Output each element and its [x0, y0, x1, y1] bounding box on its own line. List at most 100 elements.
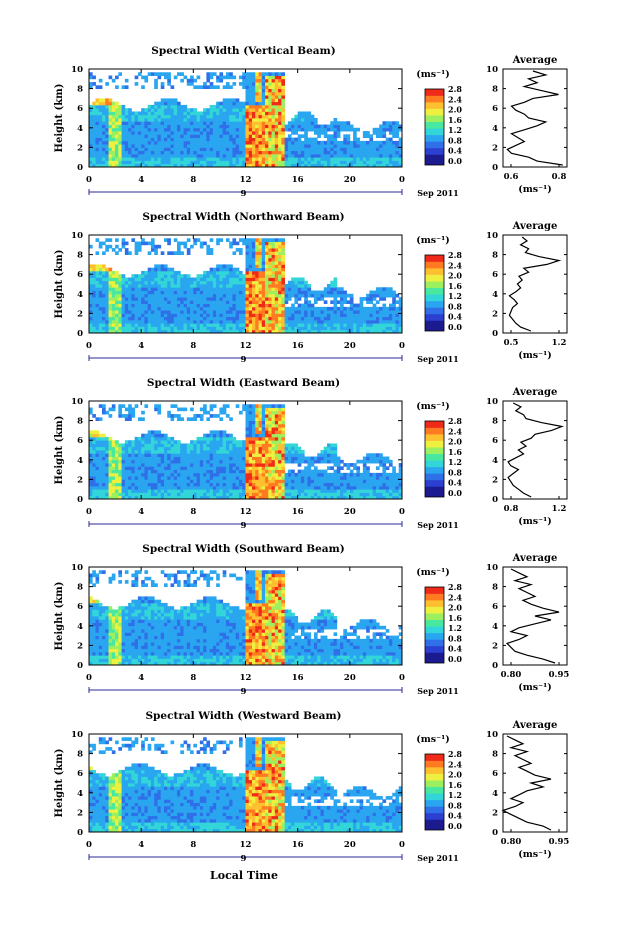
x-tick-label: 0 [399, 175, 405, 185]
colorbar-segment [425, 255, 444, 262]
colorbar-tick-label: 1.6 [448, 281, 462, 291]
colorbar-tick-label: 0.8 [448, 467, 462, 477]
y-tick-label: 10 [71, 231, 83, 241]
y-tick-label: 8 [77, 85, 83, 95]
colorbar-segment [425, 767, 444, 774]
colorbar-tick-label: 1.6 [448, 447, 462, 457]
avg-x-tick-label: 1.2 [552, 338, 567, 348]
x-tick-label: 16 [292, 341, 304, 351]
avg-x-tick-label: 0.80 [501, 837, 522, 847]
x-tick-label: 8 [190, 840, 196, 850]
colorbar-segment [425, 300, 444, 308]
x-tick-label: 4 [138, 341, 144, 351]
x-tick-label: 16 [292, 673, 304, 683]
x-tick-label: 0 [399, 840, 405, 850]
heatmap-cells [89, 238, 403, 334]
colorbar-segment [425, 606, 444, 614]
colorbar-segment [425, 799, 444, 807]
day-label: 9 [241, 355, 247, 365]
x-tick-label: 12 [240, 175, 252, 185]
panel-5: Spectral Width (Westward Beam) 0 2 4 6 8 10 Hei… [54, 710, 569, 864]
avg-y-tick-label: 10 [486, 730, 498, 740]
y-tick-label: 2 [77, 309, 83, 319]
avg-x-tick-label: 1.2 [552, 504, 567, 514]
colorbar-segment [425, 619, 444, 627]
avg-y-tick-label: 4 [492, 290, 498, 300]
colorbar-tick-label: 2.0 [448, 603, 462, 613]
x-tick-label: 20 [344, 673, 356, 683]
x-tick-label: 12 [240, 673, 252, 683]
colorbar-segment [425, 645, 444, 653]
colorbar-tick-label: 0.8 [448, 301, 462, 311]
average-profile-line [506, 70, 563, 166]
date-label: Sep 2011 [417, 686, 459, 696]
x-tick-label: 20 [344, 341, 356, 351]
y-tick-label: 6 [77, 104, 83, 114]
x-tick-label: 12 [240, 341, 252, 351]
avg-y-tick-label: 0 [492, 828, 498, 838]
colorbar-unit: (ms⁻¹) [416, 567, 450, 578]
colorbar-segment [425, 287, 444, 295]
colorbar-segment [425, 652, 444, 660]
colorbar-segment [425, 626, 444, 634]
average-title: Average [512, 221, 558, 232]
colorbar-unit: (ms⁻¹) [416, 734, 450, 745]
avg-y-tick-label: 6 [492, 769, 498, 779]
average-xlabel: (ms⁻¹) [518, 516, 552, 527]
heatmap-cells [89, 404, 403, 500]
colorbar-tick-label: 2.4 [448, 426, 462, 436]
y-tick-label: 4 [77, 456, 83, 466]
avg-y-tick-label: 8 [492, 417, 498, 427]
average-title: Average [512, 720, 558, 731]
colorbar-tick-label: 2.0 [448, 271, 462, 281]
colorbar-tick-label: 1.2 [448, 291, 462, 301]
colorbar-segment [425, 593, 444, 601]
average-title: Average [512, 387, 558, 398]
y-tick-label: 4 [77, 789, 83, 799]
colorbar-segment [425, 268, 444, 275]
x-tick-label: 12 [240, 840, 252, 850]
colorbar-segment [425, 115, 444, 123]
average-profile-line [508, 236, 562, 332]
panel-1: Spectral Width (Vertical Beam) 0 2 4 6 8 10 Hei… [54, 45, 568, 199]
y-tick-label: 0 [77, 495, 83, 505]
avg-y-tick-label: 6 [492, 270, 498, 280]
colorbar-segment [425, 460, 444, 468]
panel-3: Spectral Width (Eastward Beam) 0 2 4 6 8 10 Hei… [54, 377, 568, 531]
y-axis-label: Height (km) [54, 749, 65, 818]
colorbar-tick-label: 0.8 [448, 135, 462, 145]
colorbar-segment [425, 261, 444, 269]
avg-y-tick-label: 0 [492, 661, 498, 671]
colorbar-segment [425, 294, 444, 302]
colorbar-segment [425, 600, 444, 607]
day-label: 9 [241, 687, 247, 697]
panel-title: Spectral Width (Vertical Beam) [151, 45, 335, 57]
colorbar-frame [424, 88, 445, 166]
colorbar-tick-label: 0.8 [448, 633, 462, 643]
colorbar-segment [425, 587, 444, 594]
colorbar-segment [425, 108, 444, 116]
colorbar-segment [425, 473, 444, 481]
colorbar-tick-label: 2.0 [448, 437, 462, 447]
x-tick-label: 4 [138, 840, 144, 850]
avg-x-tick-label: 0.5 [504, 338, 519, 348]
day-label: 9 [241, 854, 247, 864]
colorbar-segment [425, 793, 444, 801]
colorbar-segment [425, 102, 444, 109]
colorbar-segment [425, 486, 444, 494]
avg-x-tick-label: 0.6 [504, 172, 519, 182]
colorbar-frame [424, 254, 445, 332]
avg-y-tick-label: 0 [492, 495, 498, 505]
day-label: 9 [241, 521, 247, 531]
colorbar-tick-label: 1.2 [448, 790, 462, 800]
avg-y-tick-label: 2 [492, 475, 498, 485]
date-label: Sep 2011 [417, 354, 459, 364]
y-tick-label: 8 [77, 583, 83, 593]
colorbar-tick-label: 0.0 [448, 821, 462, 831]
y-tick-label: 4 [77, 290, 83, 300]
y-tick-label: 0 [77, 329, 83, 339]
x-tick-label: 4 [138, 673, 144, 683]
x-tick-label: 4 [138, 175, 144, 185]
day-label: 9 [241, 189, 247, 199]
y-tick-label: 8 [77, 750, 83, 760]
